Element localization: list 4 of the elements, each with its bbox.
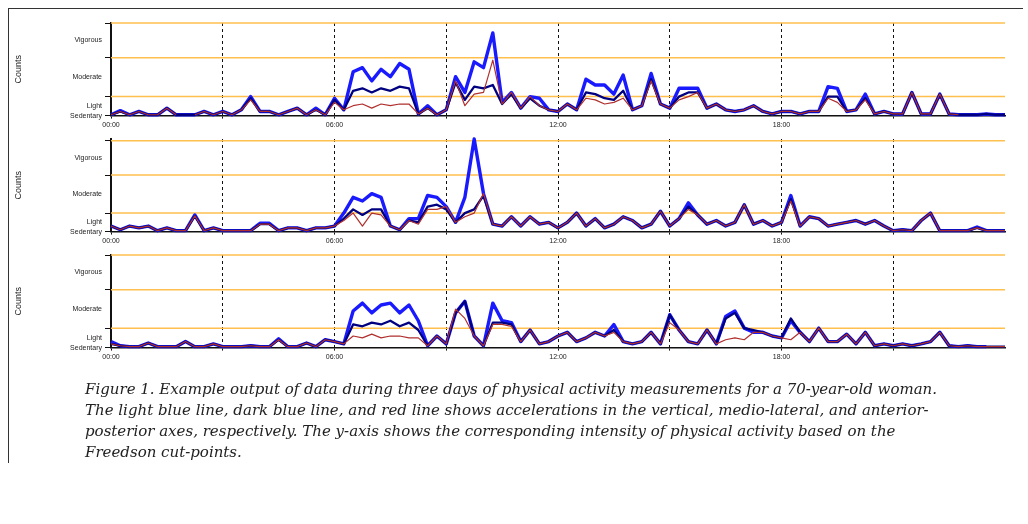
y-axis-title: Counts: [12, 170, 23, 200]
y-axis-title: Counts: [12, 286, 23, 316]
caption: Figure 1. Example output of data during three days of physical activity measurements for a 70-year-old woman. The light blue line, dark blue line, and red line shows accelerations in the vertical, medio-lateral, and anterior-posterior axes, respectively. The y-axis shows the corresponding intensity of physical activity based on the Freedson cut-points.: [85, 379, 938, 463]
y-axis-title: Counts: [12, 54, 23, 84]
